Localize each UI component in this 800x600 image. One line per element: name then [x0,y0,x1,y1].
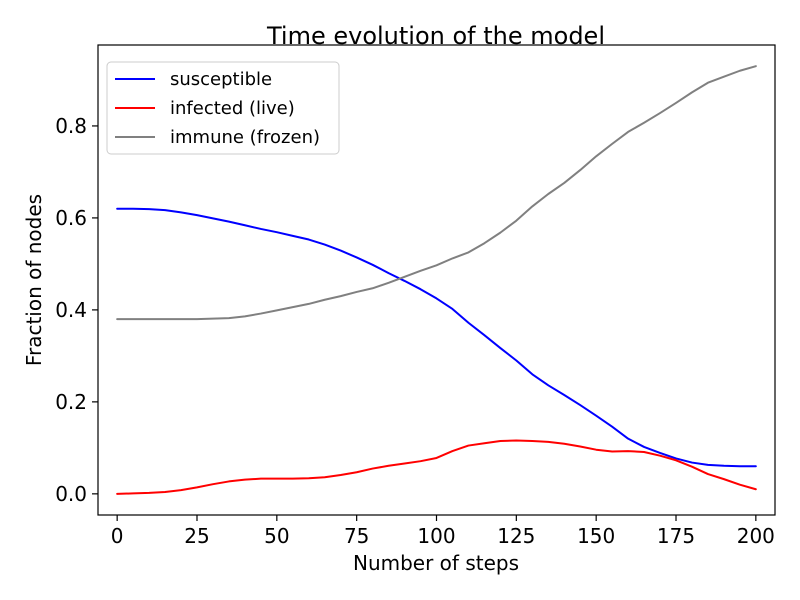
x-tick-label: 75 [344,524,369,548]
series-line-2 [116,65,757,321]
y-tick-label: 0.6 [55,206,87,230]
x-tick-label: 100 [417,524,455,548]
y-tick-label: 0.4 [55,298,87,322]
chart-title: Time evolution of the model [266,22,605,50]
series-lines [116,65,757,495]
x-tick-label: 125 [497,524,535,548]
x-axis-label: Number of steps [353,551,519,575]
legend-box [106,61,340,155]
y-axis-label: Fraction of nodes [22,194,46,366]
x-tick-label: 0 [111,524,124,548]
legend: susceptible infected (live) immune (frozen… [106,61,340,155]
x-tick-label: 150 [577,524,615,548]
y-tick-label: 0.2 [55,390,87,414]
series-line-1 [116,439,757,495]
x-tick-label: 50 [264,524,289,548]
x-tick-label: 175 [657,524,695,548]
y-tick-label: 0.0 [55,482,87,506]
legend-label: infected (live) [170,98,295,119]
x-tick-label: 200 [737,524,775,548]
legend-label: susceptible [170,69,272,90]
y-axis: 0.0 0.2 0.4 0.6 0.8 [55,114,98,506]
x-axis: 0 25 50 75 100 125 150 175 200 [111,515,775,548]
series-line-0 [116,207,757,468]
y-tick-label: 0.8 [55,114,87,138]
legend-label: immune (frozen) [170,127,320,148]
x-tick-label: 25 [184,524,209,548]
